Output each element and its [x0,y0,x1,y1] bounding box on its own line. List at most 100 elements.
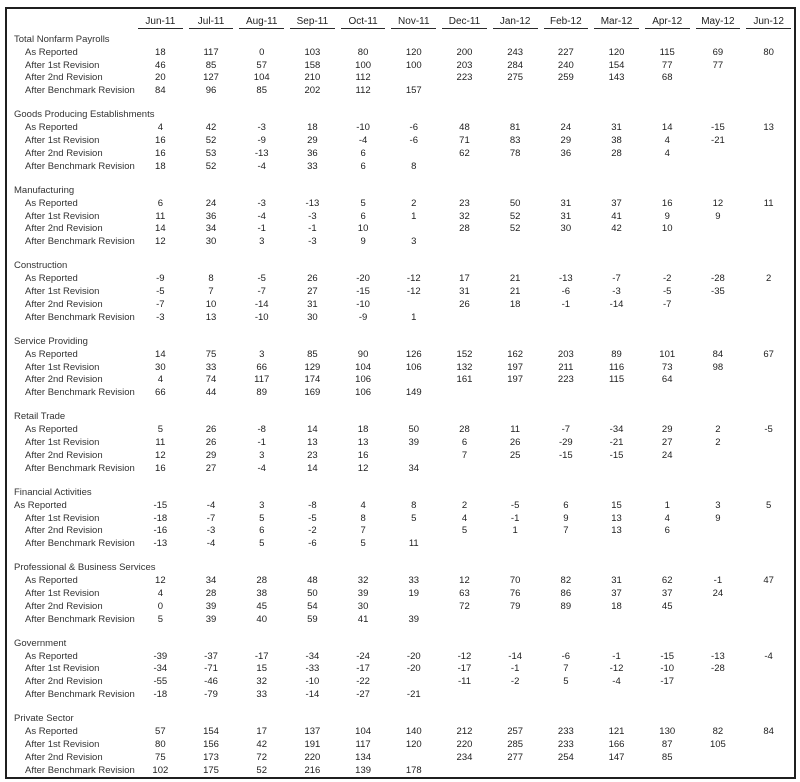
value-cell: 57 [155,726,166,738]
value-cell [388,450,439,463]
table-row: After 1st Revision 11 26 -1 13 13 39 6 26 -29 -21 2… [7,437,794,450]
table-row: After 1st Revision 30 33 66 129 104 106 132 197 2… [7,362,794,375]
section-title-row: Financial Activities [7,487,794,500]
value-cell: -12 [457,650,472,662]
value-cell: 38 [611,135,622,147]
value-cell: 23 [459,197,470,209]
value-cell: 191 [304,738,321,750]
row-label: After Benchmark Revision [25,387,135,399]
value-cell [439,85,490,98]
value-cell: 18 [155,46,166,58]
value-cell [591,614,642,627]
value-cell: 117 [254,374,270,386]
value-cell: -4 [358,135,368,147]
value-cell: 143 [608,72,625,84]
value-cell: 156 [203,738,219,750]
row-label: As Reported [25,726,78,738]
value-cell [743,588,794,601]
value-cell [591,312,642,325]
value-cell: -2 [662,273,672,285]
value-cell [591,689,642,702]
value-cell: 24 [560,122,572,134]
value-cell: 52 [509,210,521,222]
value-cell: 3 [259,348,265,360]
table-row: As Reported 4 42 -3 18 -10 -6 48 81 24 31 14 -15 13 [7,122,794,135]
value-cell: -6 [561,286,571,298]
value-cell: 9 [563,512,569,524]
value-cell: -5 [308,512,317,524]
value-cell: 6 [664,525,670,537]
value-cell: 4 [157,587,163,599]
column-header-label: Aug-11 [239,16,285,29]
value-cell [743,211,794,224]
value-cell: 44 [205,387,217,399]
value-cell [743,299,794,312]
value-cell: 30 [307,311,318,323]
row-label: After Benchmark Revision [25,85,135,97]
row-label: After 2nd Revision [25,72,103,84]
value-cell: 174 [304,374,321,386]
value-cell: 74 [205,374,217,386]
value-cell: 84 [712,348,724,360]
value-cell: 284 [507,59,524,71]
value-cell [541,236,592,249]
value-cell [439,236,490,249]
value-cell: 28 [611,147,622,159]
value-cell: -7 [612,273,621,285]
section-title: Retail Trade [14,411,66,423]
value-cell [490,689,541,702]
row-label: As Reported [14,499,67,511]
value-cell: -46 [204,676,218,688]
value-cell: 13 [611,525,622,537]
value-cell: 203 [456,59,473,71]
value-cell: 31 [611,575,622,587]
table-row: As Reported 18 117 0 103 80 120 200 243 227 120 115… [7,47,794,60]
value-cell: -14 [254,298,269,310]
value-cell: 81 [509,122,521,134]
value-cell [743,601,794,614]
value-cell: -4 [612,676,621,688]
value-cell: 126 [405,348,422,360]
value-cell [439,387,490,400]
value-cell: 10 [357,223,369,235]
value-cell [693,299,744,312]
value-cell [439,463,490,476]
value-cell: 115 [608,374,625,386]
section-title: Private Sector [14,713,74,725]
value-cell [743,739,794,752]
value-cell: -14 [508,650,523,662]
value-cell: -13 [254,147,269,159]
value-cell [743,60,794,73]
value-cell [490,765,541,778]
value-cell: 1 [512,525,518,537]
value-cell: 31 [560,210,572,222]
value-cell: 89 [560,600,572,612]
value-cell: 120 [405,738,422,750]
value-cell: 6 [360,210,366,222]
value-cell: -20 [356,273,370,285]
table-row: After 1st Revision -18 -7 5 -5 8 5 4 -1 9 13 4 9 [7,513,794,526]
row-label: After 2nd Revision [25,374,103,386]
value-cell: -3 [308,210,317,222]
value-cell: -4 [257,160,266,172]
value-cell [743,437,794,450]
value-cell: 37 [611,197,622,209]
table-row: As Reported -39 -37 -17 -34 -24 -20 -12 -14 -6 -1 -… [7,651,794,664]
section-title: Manufacturing [14,184,75,196]
value-cell: 57 [256,59,267,71]
value-cell: 197 [507,374,524,386]
value-cell: 98 [712,361,724,373]
value-cell [388,676,439,689]
value-cell: 112 [355,85,371,97]
spacer-cell [7,626,794,638]
value-cell: 85 [256,85,267,97]
value-cell: 1 [411,311,417,323]
table-row: After 1st Revision 46 85 57 158 100 100 203 284 2… [7,60,794,73]
value-cell: -21 [406,689,421,701]
value-cell: 127 [203,72,219,84]
value-cell: 84 [155,85,166,97]
value-cell: -15 [660,650,675,662]
value-cell [541,765,592,778]
value-cell: 12 [459,575,470,587]
value-cell: 4 [664,147,670,159]
